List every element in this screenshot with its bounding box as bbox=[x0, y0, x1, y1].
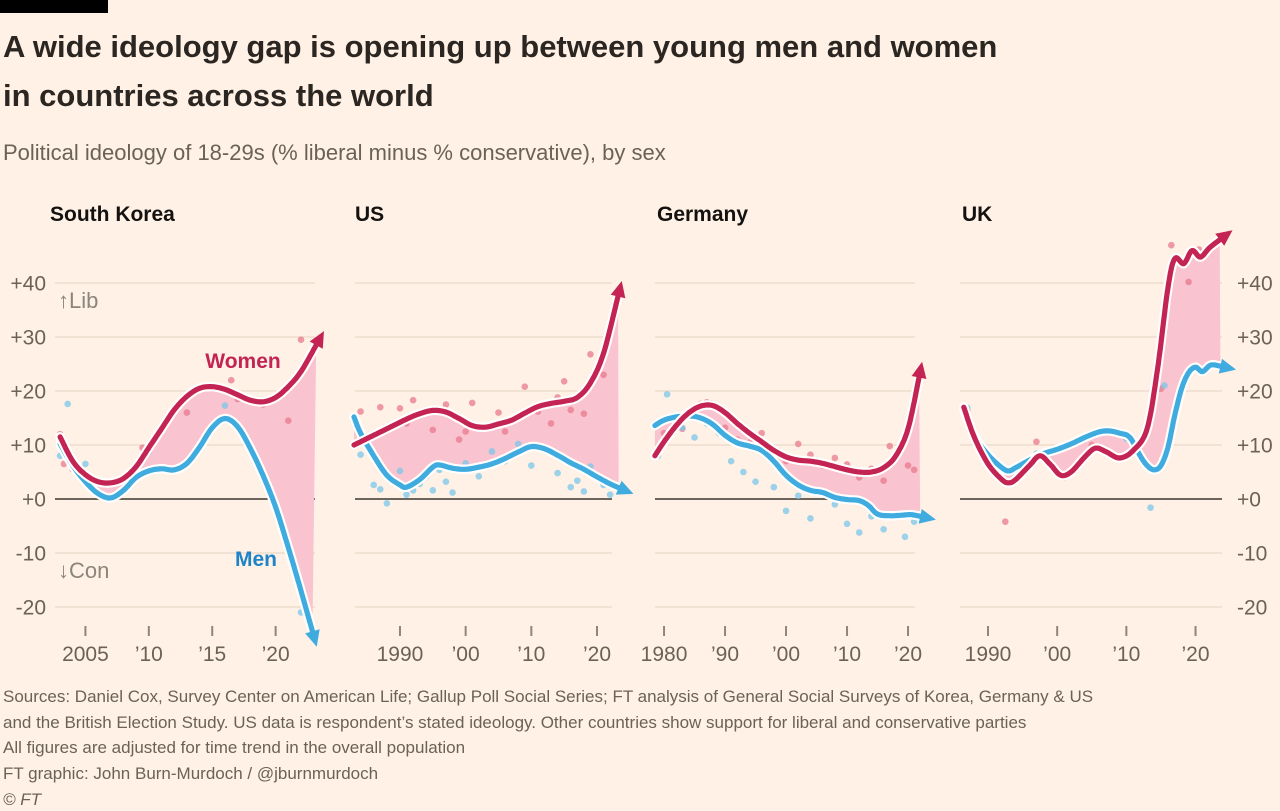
men-line-arrowhead bbox=[1218, 358, 1237, 374]
y-tick-label-left: +30 bbox=[10, 327, 46, 350]
ft-brand-bar bbox=[0, 0, 108, 13]
gender-gap-fill bbox=[60, 345, 317, 632]
women-line-arrowhead bbox=[309, 331, 324, 349]
y-tick-label-left: +40 bbox=[10, 273, 46, 296]
men-line bbox=[961, 362, 1223, 474]
women-line bbox=[652, 374, 922, 475]
men-line bbox=[57, 415, 315, 634]
source-line: Sources: Daniel Cox, Survey Center on Am… bbox=[3, 687, 1094, 706]
y-tick-label-right: +0 bbox=[1237, 489, 1261, 512]
y-tick-label-right: -10 bbox=[1237, 543, 1267, 566]
x-tick-label: 1980 bbox=[641, 643, 688, 666]
women-line bbox=[961, 237, 1223, 486]
source-line: and the British Election Study. US data … bbox=[3, 712, 1027, 732]
x-tick-label: ’00 bbox=[452, 643, 480, 666]
x-tick-label: ’15 bbox=[198, 643, 226, 666]
y-tick-label-left: +0 bbox=[22, 489, 46, 512]
y-tick-label-left: -10 bbox=[16, 543, 46, 566]
copyright: © FT bbox=[3, 789, 42, 809]
credit-line: FT graphic: John Burn-Murdoch / @jburnmu… bbox=[3, 764, 379, 784]
x-tick-label: 2005 bbox=[62, 643, 109, 666]
x-tick-label: 1990 bbox=[965, 643, 1012, 666]
men-line bbox=[652, 413, 923, 519]
panel-title-us: US bbox=[355, 203, 385, 226]
x-tick-label: ’20 bbox=[262, 643, 290, 666]
women-line-arrowhead bbox=[911, 361, 927, 379]
title-line-1: A wide ideology gap is opening up betwee… bbox=[3, 29, 998, 64]
women-line bbox=[351, 293, 621, 448]
panel-uk: 1990 ’00 ’10 ’20 bbox=[959, 230, 1237, 666]
panel-south-korea: 2005 ’10 ’15 ’20 bbox=[55, 282, 324, 666]
x-tick-label: ’10 bbox=[833, 643, 861, 666]
x-tick-label: ’10 bbox=[135, 643, 163, 666]
panel-title-south-korea: South Korea bbox=[50, 203, 175, 226]
women-line bbox=[57, 342, 319, 486]
title-line-2: in countries across the world bbox=[3, 78, 434, 113]
source-line: All figures are adjusted for time trend … bbox=[3, 738, 466, 758]
y-tick-label-right: +20 bbox=[1237, 381, 1273, 404]
x-tick-label: ’20 bbox=[894, 643, 922, 666]
y-tick-label-left: +20 bbox=[10, 381, 46, 404]
men-line-arrowhead bbox=[615, 480, 634, 495]
gender-gap-fill bbox=[354, 296, 619, 488]
x-tick-label: ’00 bbox=[772, 643, 800, 666]
x-tick-label: ’20 bbox=[583, 643, 611, 666]
panel-germany: 1980 ’90 ’00 ’10 ’20 bbox=[641, 282, 936, 666]
y-tick-label-right: +30 bbox=[1237, 327, 1273, 350]
y-tick-label-right: -20 bbox=[1237, 597, 1267, 620]
source-note: Sources: Daniel Cox, Survey Center on Am… bbox=[3, 684, 1093, 811]
page-title: A wide ideology gap is opening up betwee… bbox=[3, 22, 1203, 120]
women-line-arrowhead bbox=[1215, 230, 1233, 246]
gender-gap-fill bbox=[963, 239, 1221, 483]
x-tick-label: 1990 bbox=[377, 643, 424, 666]
men-line-arrowhead bbox=[918, 508, 936, 524]
panel-title-germany: Germany bbox=[657, 203, 749, 226]
y-tick-label-left: +10 bbox=[10, 435, 46, 458]
panel-title-uk: UK bbox=[962, 203, 993, 226]
conservative-direction-label: ↓Con bbox=[58, 558, 109, 583]
x-tick-label: ’10 bbox=[517, 643, 545, 666]
men-line-arrowhead bbox=[305, 629, 320, 647]
women-series-label: Women bbox=[205, 350, 280, 373]
gender-gap-fill bbox=[654, 377, 921, 517]
x-tick-label: ’20 bbox=[1182, 643, 1210, 666]
panel-us: 1990 ’00 ’10 ’20 bbox=[349, 280, 634, 666]
women-line-arrowhead bbox=[610, 280, 626, 299]
x-tick-label: ’10 bbox=[1112, 643, 1140, 666]
x-tick-label: ’90 bbox=[711, 643, 739, 666]
chart-plot-area: 2005 ’10 ’15 ’20 1990 ’00 ’10 ’20 1980 ’90 ’00 ’10 ’… bbox=[10, 230, 1273, 666]
men-series-label: Men bbox=[235, 548, 277, 571]
chart-subtitle: Political ideology of 18-29s (% liberal … bbox=[3, 140, 666, 165]
x-tick-label: ’00 bbox=[1043, 643, 1071, 666]
men-line bbox=[351, 414, 622, 491]
y-tick-label-right: +10 bbox=[1237, 435, 1273, 458]
liberal-direction-label: ↑Lib bbox=[58, 288, 98, 313]
y-tick-label-left: -20 bbox=[16, 597, 46, 620]
y-tick-label-right: +40 bbox=[1237, 273, 1273, 296]
